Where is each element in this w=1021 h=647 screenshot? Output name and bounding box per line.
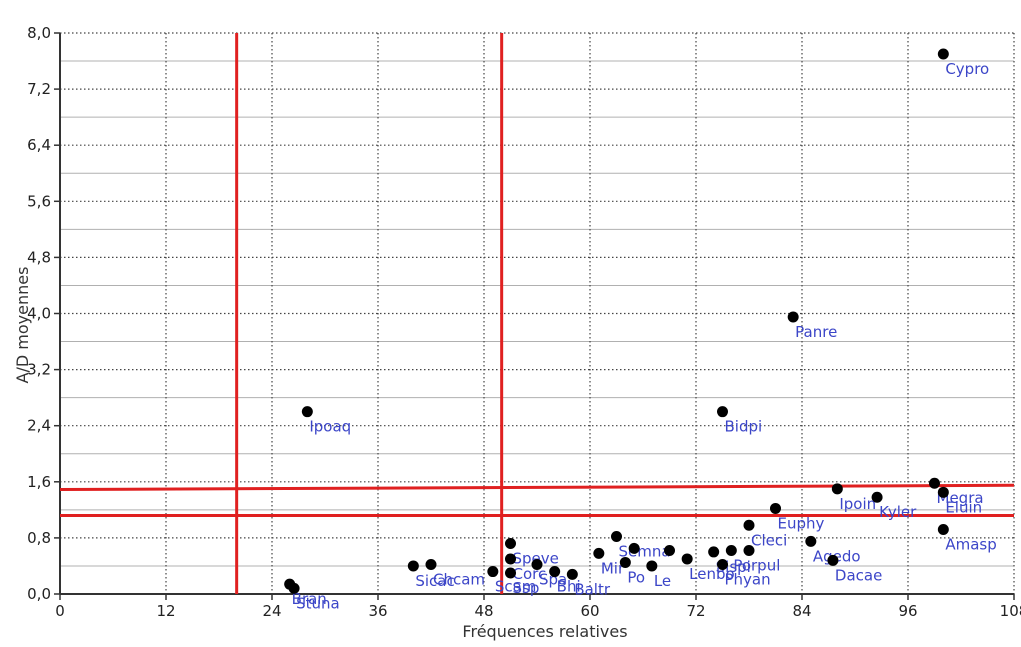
data-point xyxy=(770,502,781,514)
point-label: Panre xyxy=(795,323,837,341)
y-tick-label: 6,4 xyxy=(27,136,51,154)
x-tick-label: 24 xyxy=(262,602,281,620)
point-label: Dacae xyxy=(835,566,882,584)
data-point xyxy=(937,523,949,535)
y-tick-label: 0,0 xyxy=(27,585,51,603)
point-label: Euphy xyxy=(778,514,825,532)
data-point xyxy=(708,546,720,558)
y-tick-label: 3,2 xyxy=(27,361,51,379)
point-label: Amasp xyxy=(945,535,996,553)
data-point xyxy=(937,486,949,498)
data-point xyxy=(407,560,419,572)
point-label: Ipoin xyxy=(839,495,876,513)
point-label: Phyan xyxy=(725,571,771,589)
data-point xyxy=(611,530,622,542)
y-tick-label: 8,0 xyxy=(27,24,51,42)
data-point xyxy=(717,559,728,571)
point-label: Bidpi xyxy=(725,418,763,436)
point-label: Bran xyxy=(292,590,327,608)
y-tick-label: 1,6 xyxy=(27,473,51,491)
y-tick-label: 5,6 xyxy=(27,192,51,210)
y-axis-title: A/D moyennes xyxy=(13,267,32,384)
data-point xyxy=(831,483,843,495)
x-tick-label: 0 xyxy=(55,602,65,620)
x-tick-label: 108 xyxy=(1000,602,1021,620)
data-point xyxy=(805,535,817,547)
y-tick-label: 2,4 xyxy=(27,417,51,435)
x-axis-title: Fréquences relatives xyxy=(462,622,627,641)
point-label: Baltr xyxy=(574,580,611,598)
point-label: Le xyxy=(654,572,671,590)
data-point xyxy=(593,547,605,559)
horizontal-reference-line xyxy=(59,483,1015,492)
point-label: Speve xyxy=(513,550,559,568)
point-label: Po xyxy=(627,568,645,586)
point-label: Cypro xyxy=(945,60,989,78)
data-point xyxy=(937,48,949,60)
y-tick-label: 0,8 xyxy=(27,529,51,547)
point-label: Porpul xyxy=(733,557,780,575)
point-label: Sicac xyxy=(415,572,454,590)
point-label: Lenbo xyxy=(689,565,735,583)
x-tick-label: 84 xyxy=(792,602,811,620)
data-point xyxy=(743,545,755,557)
point-label: Ipoaq xyxy=(309,418,351,436)
point-label: Kyler xyxy=(879,503,917,521)
data-point xyxy=(743,519,755,531)
data-point xyxy=(725,545,737,557)
point-label: Spa xyxy=(539,571,567,589)
x-tick-label: 36 xyxy=(368,602,387,620)
x-tick-label: 48 xyxy=(474,602,493,620)
point-label: Eluin xyxy=(945,498,982,516)
point-label: Chcam xyxy=(433,571,485,589)
point-label: Cleci xyxy=(751,531,787,549)
x-tick-label: 96 xyxy=(898,602,917,620)
data-point xyxy=(425,559,437,571)
data-point xyxy=(531,559,543,571)
data-point xyxy=(301,406,313,418)
data-point xyxy=(628,542,640,554)
point-label: Mir xyxy=(601,559,625,577)
data-point xyxy=(717,406,728,418)
point-label: Bhi xyxy=(557,578,581,596)
data-point xyxy=(827,554,839,566)
data-point xyxy=(646,560,658,572)
data-point xyxy=(505,567,516,579)
data-point xyxy=(566,568,578,580)
y-tick-label: 4,8 xyxy=(27,248,51,266)
x-tick-label: 60 xyxy=(580,602,599,620)
data-point xyxy=(487,566,499,578)
y-tick-label: 4,0 xyxy=(27,305,51,323)
point-label: Ssp xyxy=(513,579,540,597)
point-label: Scam xyxy=(495,578,537,596)
data-point xyxy=(681,553,693,565)
data-point xyxy=(549,566,561,578)
data-point xyxy=(871,491,883,503)
data-point xyxy=(787,311,799,323)
point-label: Stuna xyxy=(296,594,340,612)
x-tick-label: 12 xyxy=(156,602,175,620)
data-point xyxy=(505,538,516,550)
data-point xyxy=(505,553,516,565)
x-tick-label: 72 xyxy=(686,602,705,620)
data-point xyxy=(664,545,675,557)
data-point xyxy=(619,556,631,568)
y-tick-label: 7,2 xyxy=(27,80,51,98)
data-point xyxy=(929,477,940,489)
data-point xyxy=(288,582,300,594)
